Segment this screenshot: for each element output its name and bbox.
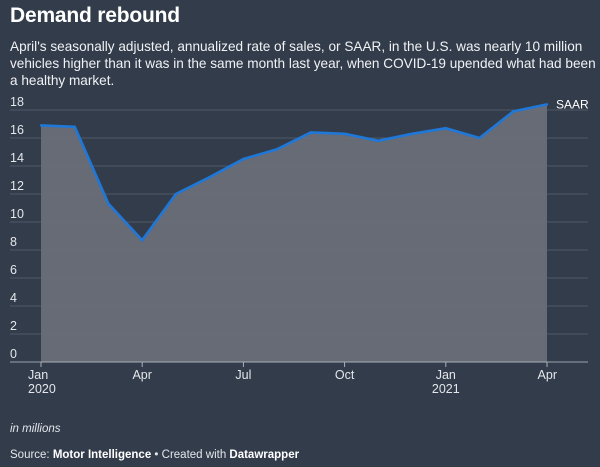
y-tick-label-16: 16 (10, 123, 24, 137)
y-tick-label-2: 2 (10, 319, 17, 333)
x-tick-sublabel-12: 2021 (432, 382, 460, 396)
y-tick-label-0: 0 (10, 347, 17, 361)
saar-point-2020-02 (73, 125, 76, 128)
y-tick-label-4: 4 (10, 291, 17, 305)
saar-point-2021-04 (545, 103, 549, 106)
chart-title: Demand rebound (10, 4, 180, 27)
saar-point-2020-10 (343, 132, 346, 135)
label-layer: SAAR (556, 97, 589, 111)
x-tick-label-0: Jan (28, 368, 48, 382)
saar-point-2020-12 (410, 132, 414, 135)
chart-subtitle: April's seasonally adjusted, annualized … (10, 39, 596, 88)
saar-point-2020-06 (208, 176, 211, 179)
y-tick-label-10: 10 (10, 207, 24, 221)
saar-point-2021-03 (512, 110, 515, 113)
saar-point-2021-02 (478, 136, 481, 140)
unit-note: in millions (10, 423, 61, 435)
source-prefix: Source: (10, 449, 53, 461)
saar-point-2020-03 (107, 202, 110, 205)
x-tick-label-12: Jan (436, 368, 456, 382)
saar-point-2020-05 (174, 192, 178, 196)
y-tick-label-6: 6 (10, 263, 17, 277)
saar-area (41, 104, 547, 363)
y-tick-label-18: 18 (10, 95, 24, 109)
area-layer (39, 103, 549, 363)
saar-point-2020-01 (39, 124, 43, 127)
x-tick-label-15: Apr (538, 368, 557, 382)
saar-point-2020-11 (377, 139, 380, 142)
x-tick-label-9: Oct (335, 368, 355, 382)
x-tick-label-6: Jul (235, 368, 251, 382)
source-name[interactable]: Motor Intelligence (52, 449, 152, 461)
saar-point-2020-07 (242, 157, 245, 161)
datawrapper-link[interactable]: Datawrapper (229, 449, 300, 461)
y-tick-label-14: 14 (10, 151, 24, 165)
saar-line (40, 103, 548, 242)
y-tick-label-8: 8 (10, 235, 17, 249)
saar-point-2020-08 (275, 148, 279, 151)
saar-point-2020-09 (309, 131, 313, 134)
x-tick-label-3: Apr (132, 368, 151, 382)
saar-point-2020-04 (141, 239, 144, 242)
saar-point-2021-01 (444, 127, 447, 130)
source-line: Source: Motor Intelligence • Created wit… (10, 449, 299, 461)
y-tick-label-12: 12 (10, 179, 24, 193)
series-label-saar: SAAR (556, 97, 589, 111)
x-tick-sublabel-0: 2020 (28, 382, 56, 396)
created-with-text: • Created with (151, 449, 230, 461)
